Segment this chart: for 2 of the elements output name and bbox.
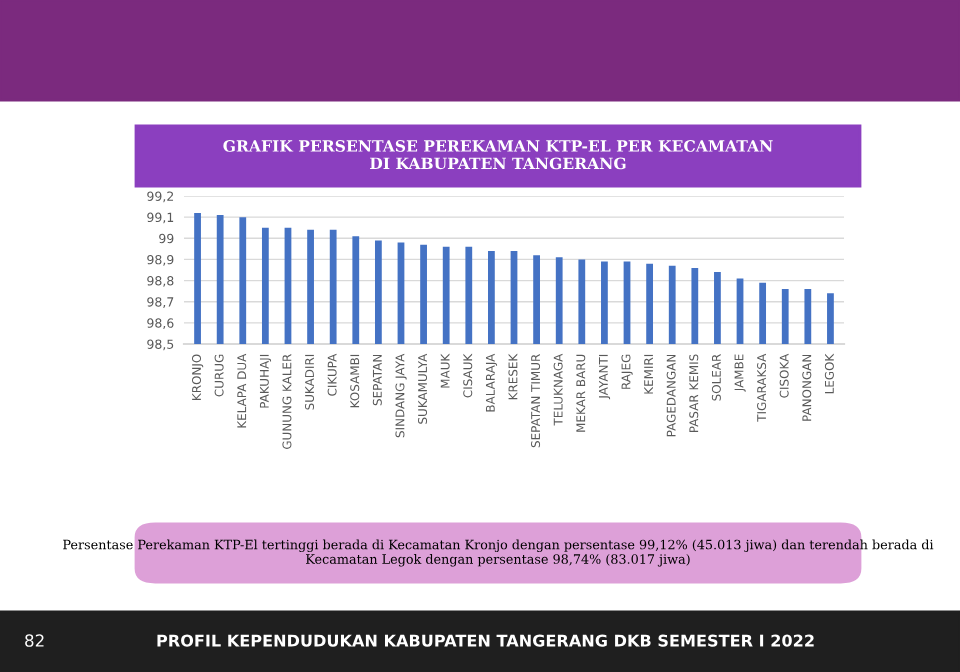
text: PROFIL KEPENDUDUKAN KABUPATEN TANGERANG DKB SEMESTER I 2022 <box>157 634 814 647</box>
text: 82 <box>25 634 44 647</box>
